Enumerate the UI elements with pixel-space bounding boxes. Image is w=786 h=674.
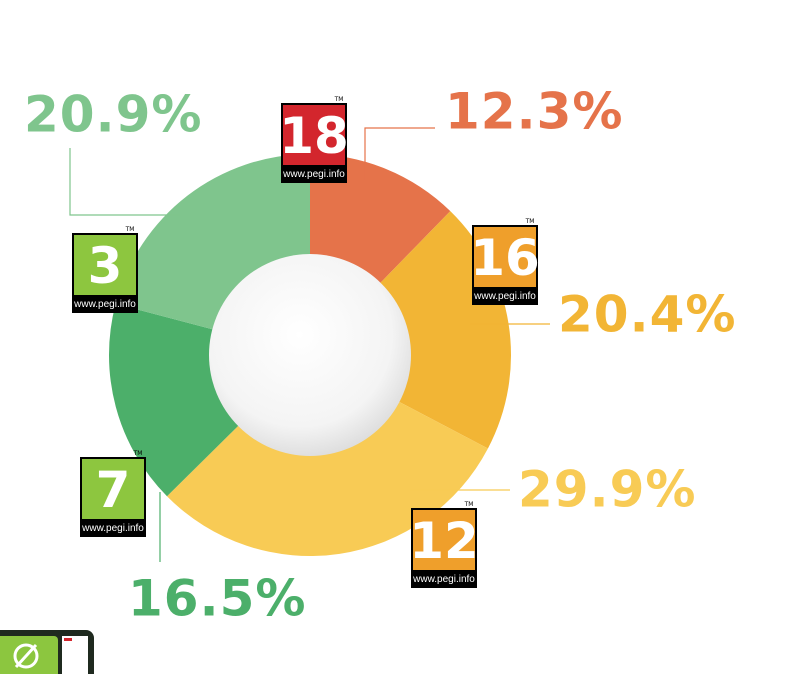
badge-caption: www.pegi.info [282,169,345,180]
badge-trademark: TM [525,218,535,225]
value-label: 29.9% [518,461,696,519]
badge-trademark: TM [334,96,344,103]
value-label: 12.3% [445,83,623,141]
leader-line [69,148,180,216]
labels: 12.3% 18 www.pegi.info TM 20.4% 16 www.pegi.in… [24,83,736,628]
badge-caption: www.pegi.info [473,291,536,302]
badge-caption: www.pegi.info [81,523,144,534]
pegi-badge: 7 www.pegi.info TM [80,450,146,537]
badge-trademark: TM [464,501,474,508]
badge-trademark: TM [133,450,143,457]
badge-rating: 7 [96,461,131,519]
slice [166,401,488,556]
slice [108,303,239,497]
badge-color [283,105,345,165]
badge-color [82,459,144,519]
badge-rating: 18 [279,107,349,165]
value-label: 20.4% [558,286,736,344]
badge-color [474,227,536,287]
badge-rating: 16 [470,229,540,287]
pegi-badge: 12 www.pegi.info TM [409,501,479,588]
device-icon [0,630,94,674]
slice [310,154,451,284]
badge-color [413,510,475,570]
badge-rating: 12 [409,512,479,570]
donut-hole [209,254,411,456]
leader-line [364,127,435,180]
pegi-badge: 18 www.pegi.info TM [279,96,349,183]
pegi-badge: 16 www.pegi.info TM [470,218,540,305]
pegi-badge: 3 www.pegi.info TM [72,226,138,313]
slice [115,154,311,330]
badge-caption: www.pegi.info [73,299,136,310]
badge-rating: 3 [88,237,123,295]
badge-color [74,235,136,295]
value-label: 20.9% [24,86,202,144]
badge-caption: www.pegi.info [412,574,475,585]
value-label: 16.5% [128,570,306,628]
badge-trademark: TM [125,226,135,233]
